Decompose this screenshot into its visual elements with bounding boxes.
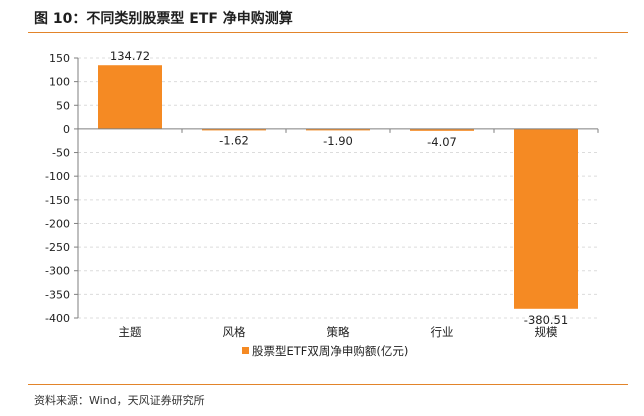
y-tick-label: 50 <box>56 99 70 112</box>
legend-label: 股票型ETF双周净申购额(亿元) <box>252 344 408 358</box>
y-tick-label: -300 <box>45 265 70 278</box>
bar-layer <box>98 65 578 309</box>
grid-layer <box>78 57 598 319</box>
bar-2 <box>202 128 266 131</box>
y-tick-label: -350 <box>45 288 70 301</box>
bar-1 <box>98 65 162 129</box>
data-label: -380.51 <box>524 313 568 327</box>
source-divider <box>28 384 628 385</box>
legend: 股票型ETF双周净申购额(亿元) <box>242 344 408 358</box>
y-tick-label: 100 <box>49 76 70 89</box>
y-tick-label: -400 <box>45 312 70 325</box>
bar-chart: 150 100 50 0 -50 -100 -150 -200 -250 -300 -350 -400… <box>45 49 599 358</box>
source-note: 资料来源：Wind，天风证券研究所 <box>34 394 205 407</box>
data-label: -1.62 <box>219 134 249 148</box>
data-label: 134.72 <box>110 49 150 63</box>
y-tick-label: -150 <box>45 194 70 207</box>
title-divider <box>28 32 628 33</box>
y-tick-label: -250 <box>45 241 70 254</box>
category-label: 风格 <box>223 325 246 339</box>
bar-4 <box>410 128 474 131</box>
category-label: 策略 <box>327 325 350 339</box>
data-label: -4.07 <box>427 135 457 149</box>
y-tick-label: 150 <box>49 52 70 65</box>
data-label: -1.90 <box>323 134 353 148</box>
y-tick-label: -200 <box>45 217 70 230</box>
y-tick-label: -100 <box>45 170 70 183</box>
legend-swatch <box>242 347 249 354</box>
category-label: 主题 <box>119 325 142 339</box>
y-tick-label: -50 <box>52 147 70 160</box>
axis-layer: 150 100 50 0 -50 -100 -150 -200 -250 -300 -350 -400 <box>45 52 599 325</box>
bar-5 <box>514 128 578 309</box>
category-label: 规模 <box>535 325 558 339</box>
figure-title: 图 10：不同类别股票型 ETF 净申购测算 <box>34 11 293 27</box>
category-label: 行业 <box>431 325 454 339</box>
bar-3 <box>306 128 370 131</box>
y-tick-label: 0 <box>63 123 70 136</box>
